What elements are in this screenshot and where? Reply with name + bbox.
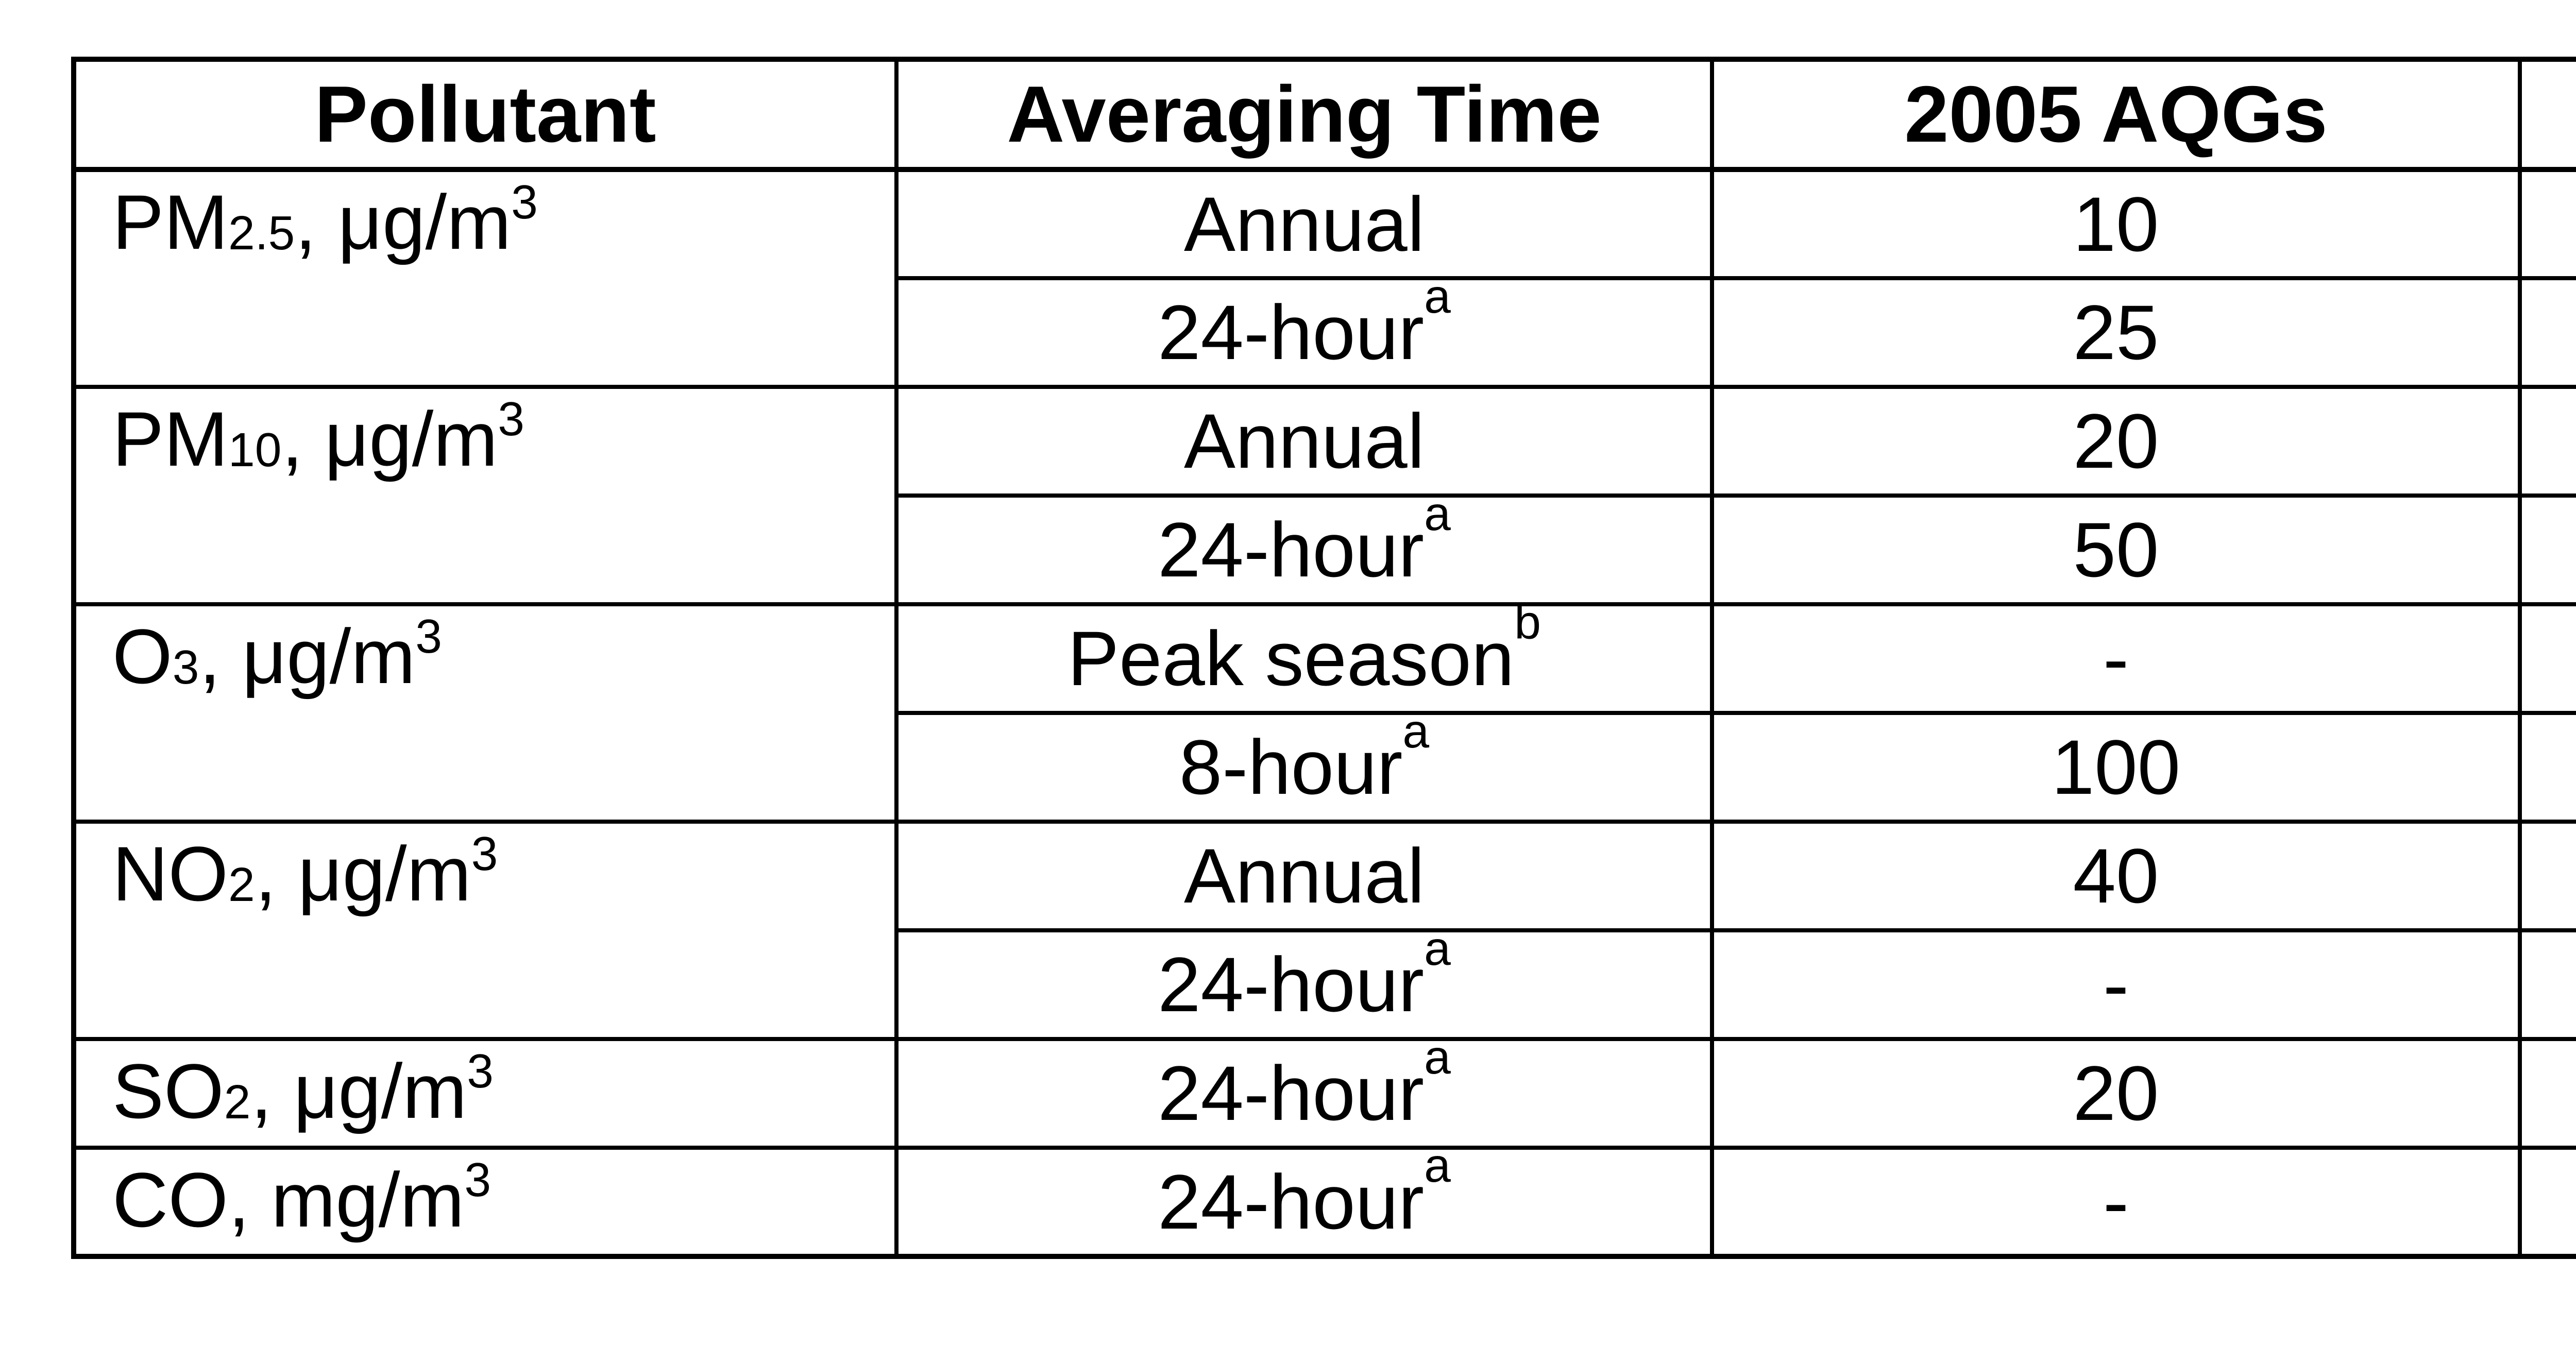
averaging-time-label: 24-hour	[1158, 1158, 1425, 1245]
averaging-time-cell: Annual	[894, 167, 1714, 280]
pollutant-unit: , mg/m	[228, 1156, 465, 1243]
averaging-time-cell: 24-houra	[894, 493, 1714, 606]
table-row: 24-houra 25 15	[74, 276, 2576, 389]
footnote-marker: a	[1424, 1148, 1451, 1193]
pollutant-name: CO	[112, 1156, 228, 1243]
pollutant-name: O	[112, 613, 173, 700]
aqg-2021-cell: 5	[2518, 167, 2576, 280]
pollutant-cell-so2: SO 2, μg/m 3	[72, 1037, 899, 1150]
averaging-time-label: Annual	[1183, 832, 1425, 919]
aqg-2005-cell: 25	[1710, 276, 2522, 389]
aqg-2005-cell: -	[1710, 1146, 2522, 1258]
averaging-time-label: Peak season	[1067, 615, 1515, 702]
aqg-2005-cell: 20	[1710, 385, 2522, 498]
aqg-2021-cell: 15	[2518, 276, 2576, 389]
pollutant-name: NO	[112, 830, 228, 917]
aqg-table: Pollutant Averaging Time 2005 AQGs 2021 …	[71, 57, 2576, 1259]
aqg-2021-cell: 4	[2518, 1146, 2576, 1258]
aqg-2005-cell: 100	[1710, 711, 2522, 824]
header-row: Pollutant Averaging Time 2005 AQGs 2021 …	[72, 57, 2576, 172]
aqg-table-container: Pollutant Averaging Time 2005 AQGs 2021 …	[71, 57, 2576, 1259]
averaging-time-cell: 24-houra	[894, 928, 1714, 1041]
averaging-time-label: 8-hour	[1179, 724, 1403, 810]
footnote-marker: b	[1514, 604, 1541, 649]
averaging-time-cell: 24-houra	[894, 1146, 1714, 1258]
aqg-2021-cell: 40	[2518, 1037, 2576, 1150]
averaging-time-cell: Peak seasonb	[894, 602, 1714, 715]
column-header-2021-aqgs: 2021 AQGs	[2518, 57, 2576, 172]
averaging-time-cell: Annual	[894, 820, 1714, 932]
pollutant-cell-pm10: PM 10, μg/m 3	[72, 385, 899, 606]
footnote-marker: a	[1402, 713, 1430, 758]
table-row: O3, μg/m3 Peak seasonb - 60	[72, 602, 2576, 824]
table-row: 24-houra - 25	[74, 928, 2576, 1041]
pollutant-name: SO	[112, 1048, 224, 1134]
averaging-time-cell: 8-houra	[894, 711, 1714, 824]
pollutant-unit: , μg/m	[255, 830, 471, 917]
averaging-time-cell: 24-houra	[894, 276, 1714, 389]
aqg-2005-cell: 50	[1710, 493, 2522, 606]
column-header-2005-aqgs: 2005 AQGs	[1710, 57, 2522, 172]
pollutant-unit: , μg/m	[295, 179, 512, 265]
column-header-averaging-time: Averaging Time	[894, 57, 1714, 172]
table-row: PM2.5, μg/m3 Annual 10 5	[72, 167, 2576, 389]
aqg-2005-cell: 20	[1710, 1037, 2522, 1150]
pollutant-cell-co: CO, mg/m 3	[72, 1146, 899, 1258]
aqg-2005-cell: -	[1710, 928, 2522, 1041]
aqg-2021-cell: 10	[2518, 820, 2576, 932]
averaging-time-label: 24-hour	[1158, 941, 1425, 1028]
aqg-2021-cell: 15	[2518, 385, 2576, 498]
averaging-time-label: 24-hour	[1158, 506, 1425, 593]
aqg-2005-cell: -	[1710, 602, 2522, 715]
pollutant-name: PM	[112, 179, 228, 265]
averaging-time-label: 24-hour	[1158, 1050, 1425, 1136]
table-row: NO2, μg/m3 Annual 40 10	[72, 820, 2576, 1041]
pollutant-name: PM	[112, 396, 228, 482]
pollutant-cell-no2: NO 2, μg/m 3	[72, 820, 899, 1041]
aqg-2021-cell: 100	[2518, 711, 2576, 824]
aqg-2021-cell: 25	[2518, 928, 2576, 1041]
table-row: SO2, μg/m3 24-houra 20 40	[72, 1037, 2576, 1150]
footnote-marker: a	[1424, 496, 1451, 540]
pollutant-cell-pm25: PM 2.5, μg/m 3	[72, 167, 899, 389]
averaging-time-cell: Annual	[894, 385, 1714, 498]
averaging-time-label: 24-hour	[1158, 289, 1425, 376]
pollutant-unit: , μg/m	[199, 613, 416, 700]
footnote-marker: a	[1424, 1039, 1451, 1084]
aqg-2021-cell: 60	[2518, 602, 2576, 715]
aqg-2005-cell: 40	[1710, 820, 2522, 932]
pollutant-unit: , μg/m	[250, 1048, 467, 1134]
footnote-marker: a	[1424, 930, 1451, 975]
table-row: 8-houra 100 100	[74, 711, 2576, 824]
aqg-2021-cell: 45	[2518, 493, 2576, 606]
table-row: 24-houra 50 45	[74, 493, 2576, 606]
column-header-pollutant: Pollutant	[72, 57, 899, 172]
pollutant-unit: , μg/m	[281, 396, 498, 482]
footnote-marker: a	[1424, 278, 1451, 323]
averaging-time-label: Annual	[1183, 398, 1425, 484]
table-row: CO, mg/m3 24-houra - 4	[72, 1146, 2576, 1258]
averaging-time-cell: 24-houra	[894, 1037, 1714, 1150]
averaging-time-label: Annual	[1183, 180, 1425, 267]
aqg-2005-cell: 10	[1710, 167, 2522, 280]
